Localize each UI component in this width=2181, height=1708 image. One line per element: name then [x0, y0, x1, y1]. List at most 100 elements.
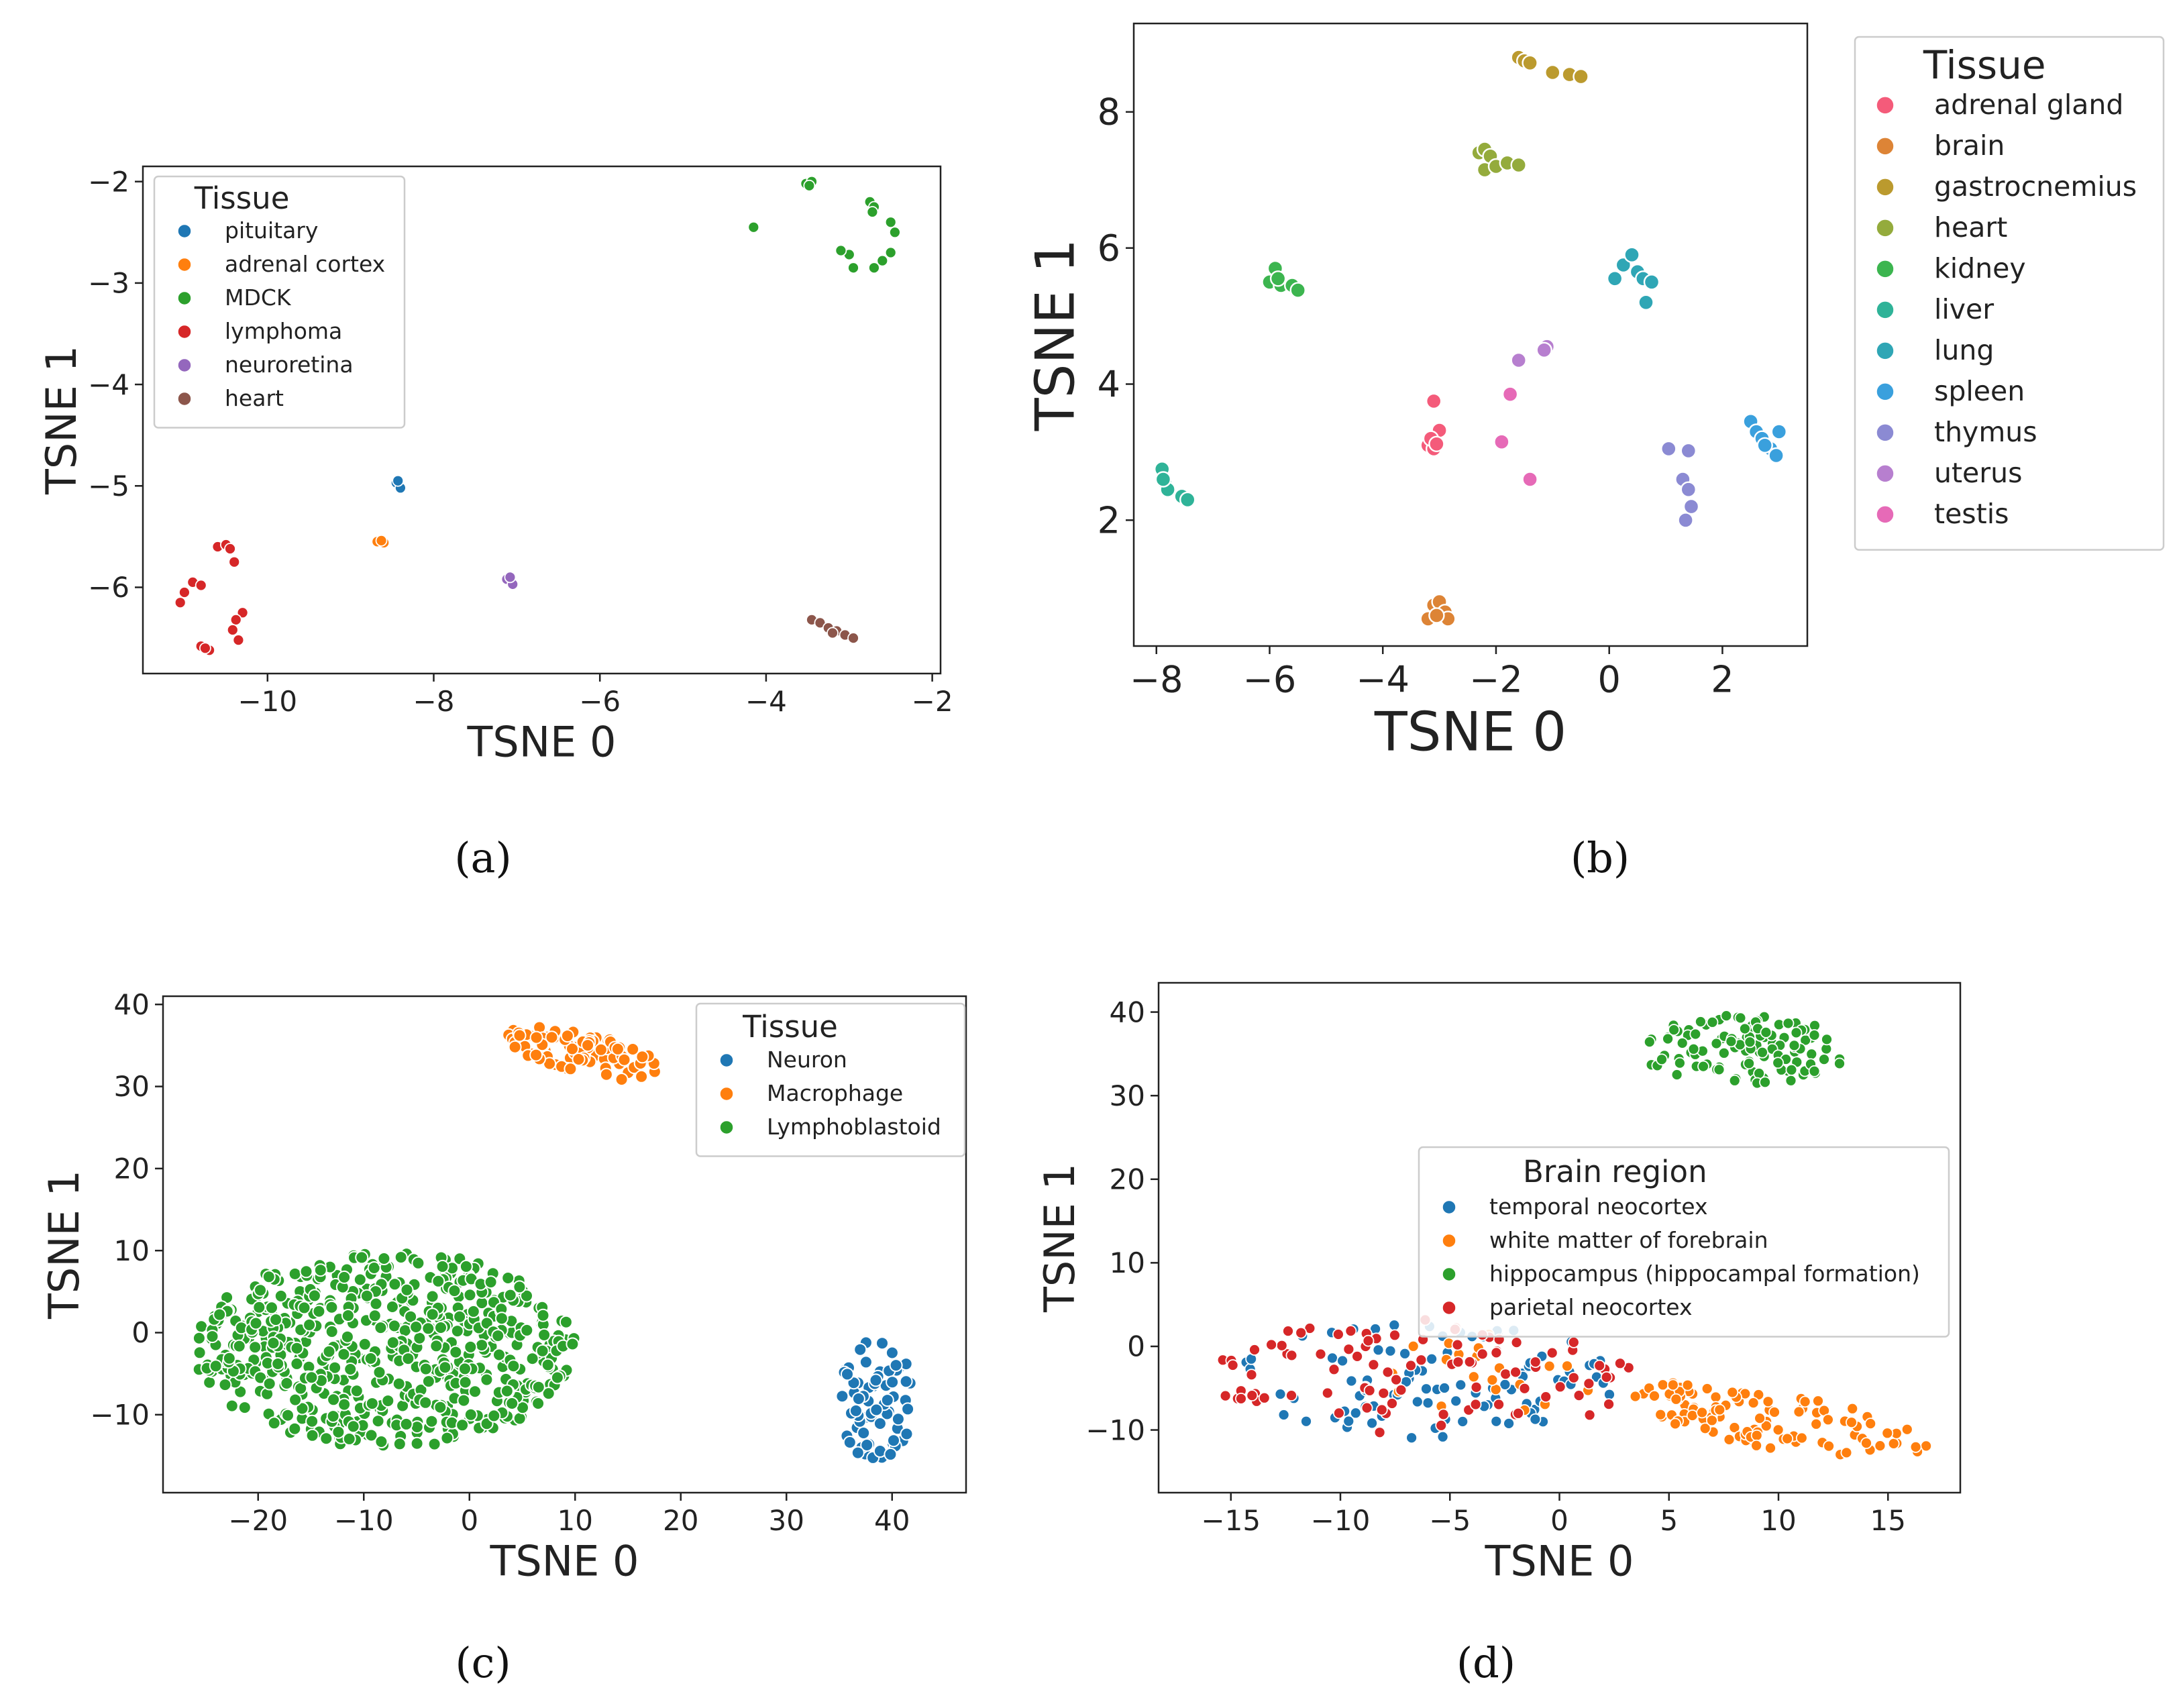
legend-marker [719, 1120, 734, 1135]
data-point [1799, 1395, 1811, 1408]
data-point [1818, 1053, 1830, 1065]
data-point [875, 1336, 889, 1350]
data-point [1750, 1429, 1763, 1442]
scatter-points [174, 175, 901, 657]
data-point [1438, 1382, 1450, 1394]
data-point [213, 1307, 227, 1322]
y-tick-label: 10 [1110, 1246, 1145, 1279]
data-point [1583, 1409, 1596, 1422]
data-point [368, 1309, 382, 1323]
data-point [1629, 1390, 1642, 1403]
data-point [226, 624, 239, 636]
legend-item-label: Macrophage [767, 1080, 903, 1106]
series-adrenal-cortex [371, 535, 390, 549]
data-point [1407, 1340, 1420, 1352]
legend-marker [1876, 96, 1895, 115]
data-point [1840, 1446, 1853, 1459]
data-point [1713, 1403, 1726, 1416]
data-point [1269, 270, 1287, 287]
data-point [501, 1271, 515, 1285]
data-point [615, 1073, 629, 1086]
data-point [1512, 1407, 1524, 1420]
data-point [1833, 1057, 1846, 1070]
data-point [1275, 1339, 1288, 1352]
data-point [1344, 1325, 1357, 1337]
data-point [1573, 1389, 1585, 1401]
data-point [1677, 512, 1694, 529]
legend-title: Brain region [1523, 1154, 1707, 1189]
data-point [372, 1365, 386, 1379]
data-point [581, 1038, 595, 1053]
x-tick-label: −10 [334, 1504, 394, 1537]
data-point [1662, 1032, 1674, 1045]
data-point [1428, 435, 1445, 453]
data-point [392, 1437, 407, 1451]
legend-marker [1442, 1233, 1456, 1248]
x-tick-label: 40 [874, 1504, 910, 1537]
data-point [1363, 1384, 1376, 1397]
data-point [480, 1373, 494, 1387]
y-axis: 2 4 6 8 [1098, 91, 1134, 541]
series-pituitary [390, 474, 407, 494]
data-point [434, 1321, 447, 1334]
chart-panel-4: −15 −10 −5 0 5 10 15 40 30 20 10 0 −10 TSNE 0 TSNE 1 Br… [1035, 981, 1962, 1585]
data-point [889, 226, 901, 239]
data-point [492, 1348, 506, 1362]
legend-marker [177, 257, 192, 272]
data-point [254, 1371, 268, 1385]
data-point [447, 1284, 462, 1298]
data-point [1689, 1028, 1702, 1040]
legend-title: Tissue [194, 180, 290, 216]
data-point [228, 555, 241, 568]
data-point [1720, 1010, 1733, 1022]
data-point [1699, 1422, 1711, 1435]
data-point [1561, 1360, 1573, 1373]
legend-item-label: liver [1934, 293, 1994, 325]
y-tick-label: −6 [88, 571, 129, 604]
data-point [392, 474, 405, 487]
data-point [520, 1289, 533, 1303]
data-point [1522, 54, 1538, 72]
data-point [847, 262, 859, 274]
data-point [364, 1352, 378, 1365]
data-point [1764, 1442, 1776, 1454]
data-point [295, 1401, 309, 1416]
data-point [1529, 1413, 1542, 1426]
data-point [1349, 1407, 1362, 1420]
data-point [404, 1310, 418, 1324]
data-point [1411, 1395, 1424, 1408]
data-point [507, 1359, 521, 1373]
data-point [900, 1427, 914, 1441]
data-point [545, 1030, 559, 1045]
data-point [1333, 1407, 1345, 1420]
data-point [394, 1250, 408, 1265]
data-point [1654, 1408, 1667, 1421]
legend-item-label: Neuron [767, 1047, 847, 1073]
data-point [851, 1392, 865, 1405]
data-point [1321, 1387, 1334, 1399]
data-point [421, 1322, 435, 1336]
data-point [265, 1301, 278, 1315]
data-point [1235, 1393, 1247, 1405]
data-point [884, 246, 897, 259]
data-point [1452, 1356, 1465, 1369]
y-tick-label: 40 [1110, 996, 1145, 1028]
data-point [475, 1338, 489, 1352]
data-point [1781, 1432, 1794, 1445]
data-point [876, 254, 889, 267]
data-point [599, 1067, 613, 1081]
data-point [1687, 1043, 1700, 1055]
data-point [355, 1250, 369, 1265]
data-point [288, 1393, 303, 1407]
data-point [1762, 1395, 1774, 1408]
series-lymphoblastoid [192, 1247, 581, 1452]
data-point [1425, 392, 1442, 410]
data-point [887, 1434, 900, 1448]
data-point [1470, 1381, 1483, 1393]
x-axis: −20 −10 0 10 20 30 40 [228, 1493, 910, 1537]
data-point [1782, 1017, 1795, 1030]
legend-item-label: temporal neocortex [1489, 1193, 1707, 1220]
legend-item-label: heart [225, 385, 284, 411]
data-point [1395, 1384, 1407, 1396]
data-point [307, 1289, 321, 1303]
